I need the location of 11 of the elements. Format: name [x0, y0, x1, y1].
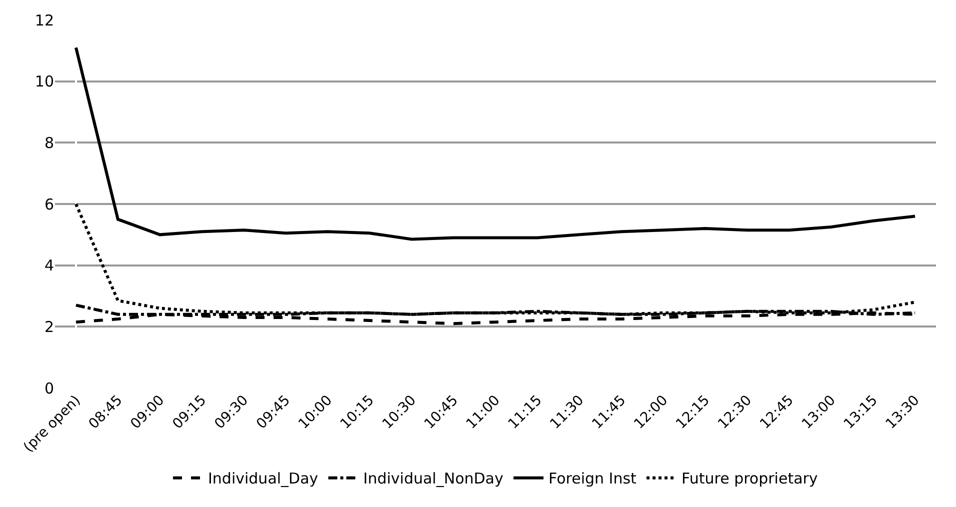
y-tick-label: 6 — [44, 195, 54, 214]
y-tick-label: 8 — [44, 134, 54, 152]
y-tick-label: 4 — [44, 256, 54, 275]
legend-label: Future proprietary — [682, 470, 818, 488]
legend-label: Individual_Day — [208, 470, 318, 488]
y-tick-label: 0 — [44, 379, 54, 398]
y-tick-label: 12 — [34, 11, 54, 30]
legend-label: Foreign Inst — [548, 470, 637, 488]
legend-label: Individual_NonDay — [363, 470, 504, 488]
y-tick-label: 2 — [44, 318, 54, 336]
y-tick-label: 10 — [34, 72, 54, 91]
